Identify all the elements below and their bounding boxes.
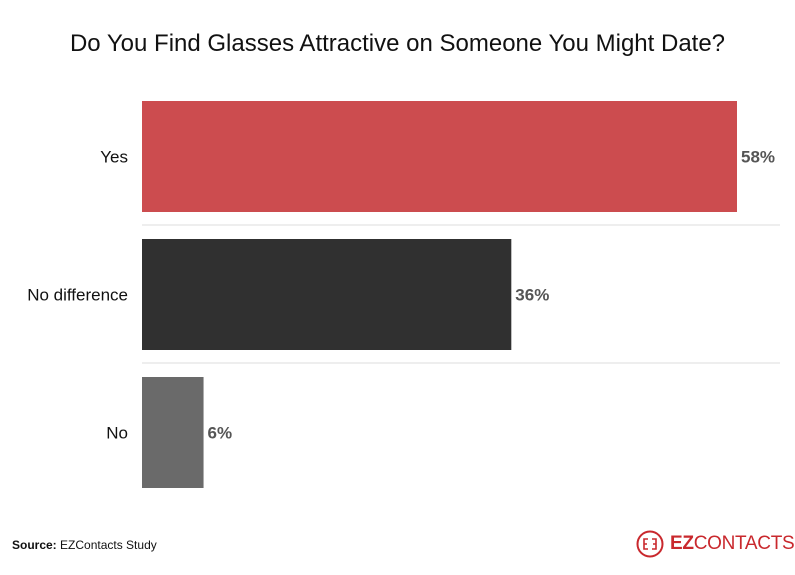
data-label: 36% — [515, 286, 549, 305]
data-label: 6% — [208, 424, 233, 443]
category-label: No — [106, 424, 128, 443]
category-label: No difference — [27, 286, 128, 305]
bar-yes — [142, 101, 737, 212]
bar-no — [142, 377, 204, 488]
ezcontacts-logo: EZCONTACTS — [636, 530, 795, 558]
data-label: 58% — [741, 148, 775, 167]
logo-text: EZCONTACTS — [670, 533, 795, 554]
glasses-logo-icon — [636, 530, 664, 558]
bar-no-difference — [142, 239, 512, 350]
source-text: EZContacts Study — [60, 538, 157, 552]
category-label: Yes — [100, 148, 128, 167]
source-label: Source: — [12, 538, 57, 552]
source-note: Source: EZContacts Study — [12, 538, 157, 552]
chart-title: Do You Find Glasses Attractive on Someon… — [69, 30, 726, 57]
